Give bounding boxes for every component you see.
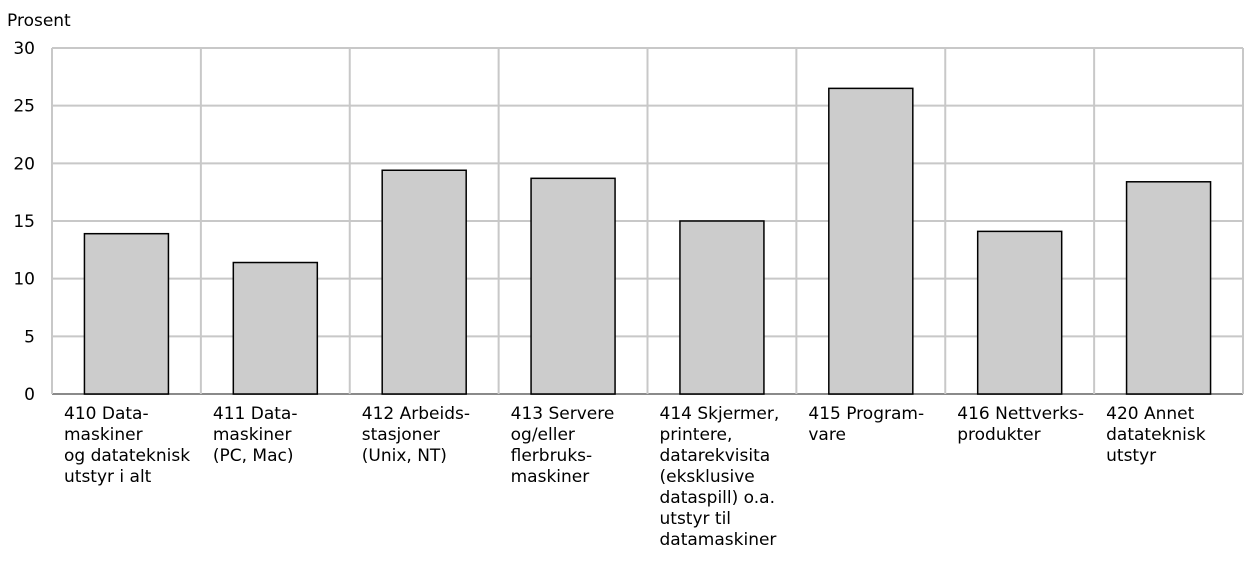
- y-tick-label: 15: [13, 212, 35, 232]
- bar: [83, 232, 170, 395]
- y-tick-label: 30: [13, 39, 35, 59]
- bar: [679, 220, 765, 395]
- bar: [381, 169, 467, 395]
- bar: [232, 261, 319, 395]
- bar: [976, 230, 1063, 395]
- category-label: 410 Data-maskiner og datateknisk utstyr i …: [64, 404, 190, 487]
- y-tick-label: 25: [13, 97, 35, 117]
- bar: [1125, 181, 1212, 395]
- y-axis-label: Prosent: [7, 11, 71, 31]
- category-label: 420 Annet datateknisk utstyr: [1106, 404, 1206, 466]
- grid-lines: [51, 47, 1244, 395]
- category-label: 416 Nettverks-produkter: [957, 404, 1084, 445]
- bar: [828, 87, 914, 395]
- category-labels: 410 Data-maskiner og datateknisk utstyr i …: [64, 404, 1206, 550]
- category-label: 411 Data-maskiner (PC, Mac): [213, 404, 298, 466]
- y-tick-label: 10: [13, 270, 35, 290]
- category-label: 413 Servere og/eller flerbruks-maskiner: [511, 404, 615, 487]
- category-label: 414 Skjermer, printere, datarekvisita (eksk…: [660, 404, 780, 550]
- y-tick-label: 5: [24, 327, 35, 347]
- bar: [530, 177, 616, 395]
- category-label: 415 Program-vare: [808, 404, 924, 445]
- category-label: 412 Arbeids-stasjoner (Unix, NT): [362, 404, 470, 466]
- y-tick-label: 0: [24, 385, 35, 405]
- y-tick-labels: 0 5 10 15 20 25 30: [13, 39, 35, 405]
- bars: [83, 87, 1212, 395]
- y-tick-label: 20: [13, 154, 35, 174]
